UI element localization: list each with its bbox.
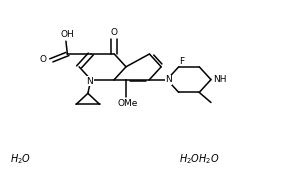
Text: N: N: [165, 75, 172, 84]
Text: OH: OH: [61, 30, 74, 39]
Text: $H_2OH_2O$: $H_2OH_2O$: [179, 152, 220, 166]
Text: N: N: [86, 77, 93, 86]
Text: $H_2O$: $H_2O$: [10, 152, 31, 166]
Text: O: O: [40, 55, 47, 64]
Text: NH: NH: [213, 75, 226, 84]
Text: F: F: [179, 57, 184, 66]
Text: O: O: [111, 27, 118, 37]
Text: OMe: OMe: [117, 99, 138, 109]
